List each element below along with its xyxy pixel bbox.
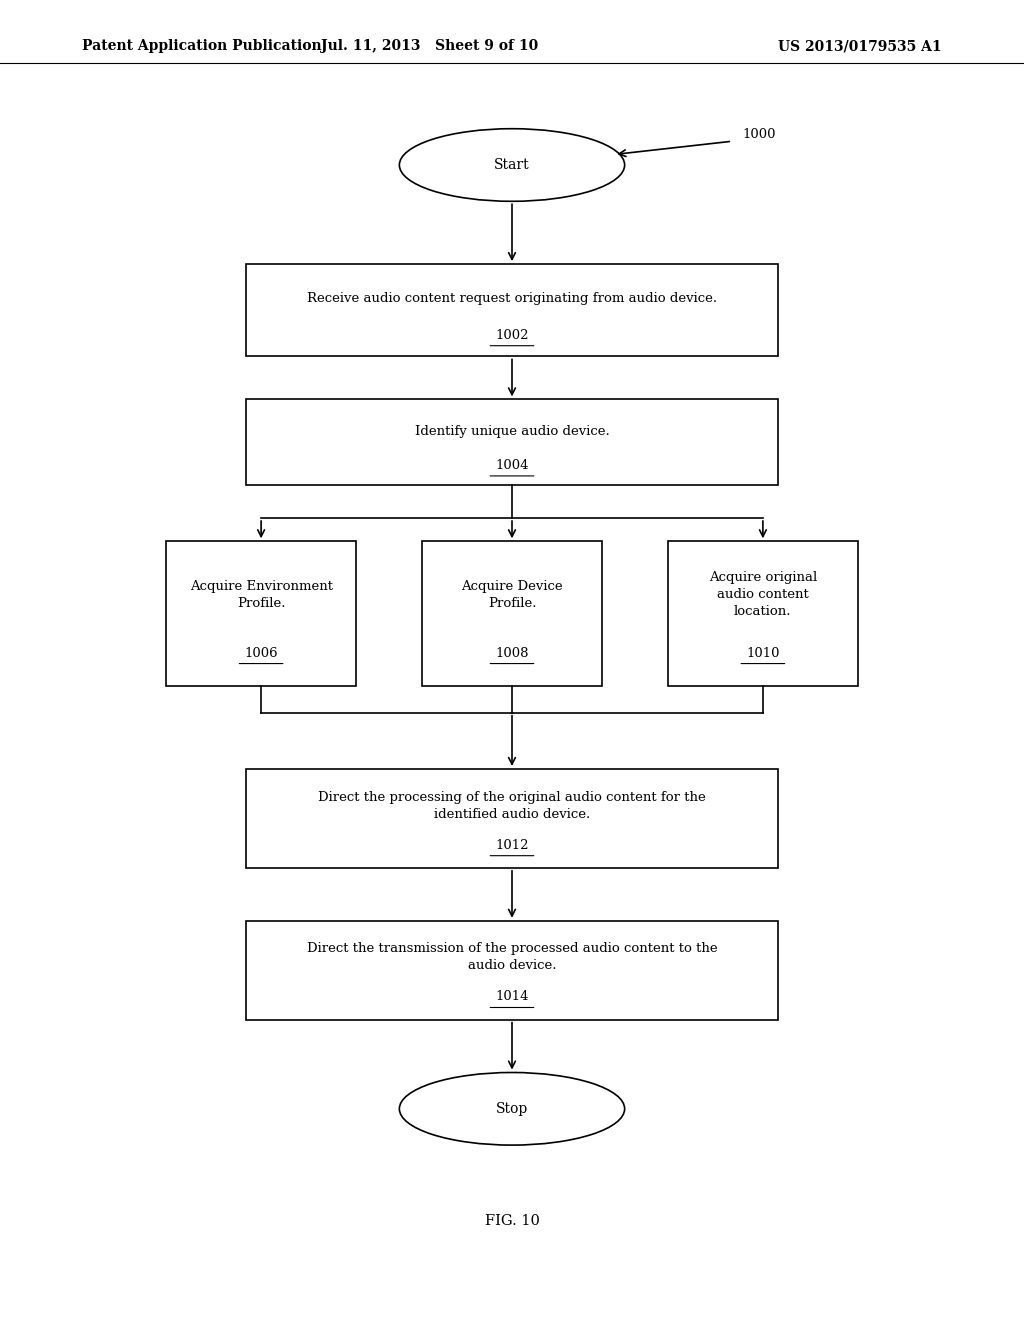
FancyBboxPatch shape <box>246 921 778 1019</box>
Text: Acquire original
audio content
location.: Acquire original audio content location. <box>709 572 817 619</box>
FancyBboxPatch shape <box>246 264 778 356</box>
Text: Acquire Environment
Profile.: Acquire Environment Profile. <box>189 579 333 610</box>
Text: Patent Application Publication: Patent Application Publication <box>82 40 322 53</box>
FancyBboxPatch shape <box>668 541 857 686</box>
FancyBboxPatch shape <box>246 399 778 484</box>
Text: 1000: 1000 <box>742 128 776 141</box>
Text: Direct the processing of the original audio content for the
identified audio dev: Direct the processing of the original au… <box>318 791 706 821</box>
Text: 1008: 1008 <box>496 647 528 660</box>
Ellipse shape <box>399 1072 625 1144</box>
Text: Direct the transmission of the processed audio content to the
audio device.: Direct the transmission of the processed… <box>306 942 718 973</box>
Text: Identify unique audio device.: Identify unique audio device. <box>415 425 609 437</box>
Text: Start: Start <box>495 158 529 172</box>
Text: 1014: 1014 <box>496 990 528 1003</box>
FancyBboxPatch shape <box>246 768 778 869</box>
Text: 1004: 1004 <box>496 459 528 471</box>
Text: 1010: 1010 <box>746 647 779 660</box>
Text: Receive audio content request originating from audio device.: Receive audio content request originatin… <box>307 292 717 305</box>
Text: FIG. 10: FIG. 10 <box>484 1214 540 1228</box>
Ellipse shape <box>399 128 625 201</box>
Text: Stop: Stop <box>496 1102 528 1115</box>
FancyBboxPatch shape <box>422 541 601 686</box>
Text: Jul. 11, 2013   Sheet 9 of 10: Jul. 11, 2013 Sheet 9 of 10 <box>322 40 539 53</box>
Text: 1006: 1006 <box>245 647 278 660</box>
Text: Acquire Device
Profile.: Acquire Device Profile. <box>461 579 563 610</box>
Text: 1012: 1012 <box>496 838 528 851</box>
Text: 1002: 1002 <box>496 329 528 342</box>
FancyBboxPatch shape <box>166 541 356 686</box>
Text: US 2013/0179535 A1: US 2013/0179535 A1 <box>778 40 942 53</box>
